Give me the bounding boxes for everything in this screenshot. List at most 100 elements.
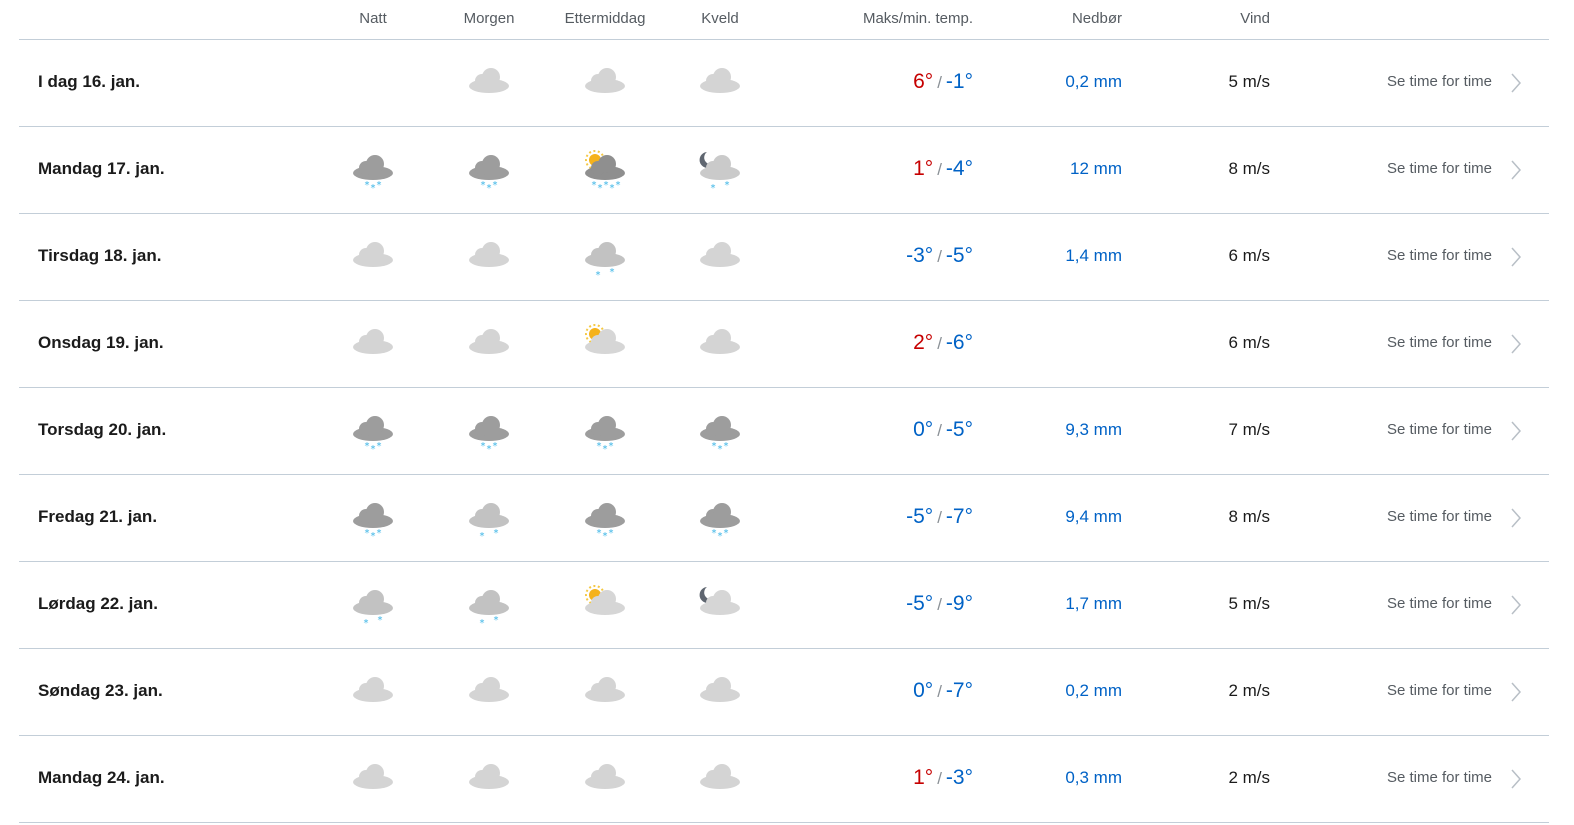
sun-cloud-icon — [585, 324, 625, 354]
header-wind: Vind — [1240, 10, 1270, 27]
svg-text:*: * — [487, 444, 492, 455]
chevron-right-icon[interactable] — [1509, 246, 1523, 268]
precipitation: 9,4 mm — [1065, 507, 1122, 526]
forecast-row[interactable]: Søndag 23. jan. 0° / -7° 0,2 mm 2 m/s Se time … — [19, 649, 1549, 736]
temperature: 1° / -3° — [913, 766, 973, 789]
wind: 8 m/s — [1228, 507, 1270, 526]
cloud-icon — [585, 68, 625, 93]
chevron-right-icon[interactable] — [1509, 72, 1523, 94]
cloud-icon — [469, 329, 509, 354]
cloud-icon — [585, 764, 625, 789]
row-date: Fredag 21. jan. — [38, 507, 158, 526]
svg-text:*: * — [493, 441, 498, 452]
sun-cloud-icon — [585, 585, 625, 615]
chevron-right-icon[interactable] — [1509, 768, 1523, 790]
precipitation: 12 mm — [1070, 159, 1122, 178]
cloud-icon — [700, 242, 740, 267]
svg-text:*: * — [493, 180, 498, 191]
light-snow-icon: * * — [353, 590, 393, 629]
precipitation: 1,7 mm — [1065, 594, 1122, 613]
max-temp: 6° — [913, 70, 934, 93]
max-temp: -5° — [906, 505, 934, 528]
forecast-row[interactable]: Fredag 21. jan. * * * * * * * * * * * -5° / -7° 9,4 mm 8… — [19, 475, 1549, 562]
svg-text:*: * — [711, 183, 716, 194]
light-snow-icon: * * — [469, 503, 509, 542]
svg-text:*: * — [378, 615, 383, 626]
header-natt: Natt — [359, 10, 387, 27]
svg-text:*: * — [365, 528, 370, 539]
cloud-icon — [353, 329, 393, 354]
wind: 7 m/s — [1228, 420, 1270, 439]
forecast-row[interactable]: Onsdag 19. jan. 2° / -6° 6 m/s Se time for ti… — [19, 301, 1549, 388]
forecast-row[interactable]: Tirsdag 18. jan. * * -3° / -5° 1,4 mm 6 m/s Se t… — [19, 214, 1549, 301]
svg-text:*: * — [597, 441, 602, 452]
cloud-icon — [353, 242, 393, 267]
cloud-icon — [700, 677, 740, 702]
forecast-row[interactable]: Mandag 24. jan. 1° / -3° 0,3 mm 2 m/s Se time … — [19, 736, 1549, 823]
forecast-row[interactable]: Mandag 17. jan. * * * * * * * * * * * * * 1° / -4° 12 mm 8… — [19, 127, 1549, 214]
chevron-right-icon[interactable] — [1509, 681, 1523, 703]
svg-text:*: * — [712, 528, 717, 539]
temperature: -5° / -9° — [906, 592, 973, 615]
hourly-link[interactable]: Se time for time — [1386, 769, 1492, 786]
forecast-row[interactable]: Torsdag 20. jan. * * * * * * * * * * * * 0° / -5° 9,3 mm… — [19, 388, 1549, 475]
forecast-row[interactable]: Lørdag 22. jan. * * * * -5° / -9° 1,7 mm 5 m/s Se … — [19, 562, 1549, 649]
svg-text:*: * — [480, 618, 485, 629]
svg-text:*: * — [371, 183, 376, 194]
hourly-link[interactable]: Se time for time — [1386, 334, 1492, 351]
svg-text:*: * — [610, 183, 615, 194]
chevron-right-icon[interactable] — [1509, 159, 1523, 181]
precipitation: 0,3 mm — [1065, 768, 1122, 787]
svg-text:*: * — [603, 531, 608, 542]
temperature: 1° / -4° — [913, 157, 973, 180]
heavy-snow-icon: * * * — [353, 155, 393, 194]
heavy-snow-icon: * * * — [585, 416, 625, 455]
header-kveld: Kveld — [701, 10, 739, 27]
forecast-row[interactable]: I dag 16. jan. 6° / -1° 0,2 mm 5 m/s Se time f… — [19, 40, 1549, 127]
chevron-right-icon[interactable] — [1509, 507, 1523, 529]
precipitation: 0,2 mm — [1065, 681, 1122, 700]
svg-text:*: * — [592, 180, 597, 191]
wind: 6 m/s — [1228, 246, 1270, 265]
hourly-link[interactable]: Se time for time — [1386, 73, 1492, 90]
temperature: 0° / -5° — [913, 418, 973, 441]
hourly-link[interactable]: Se time for time — [1386, 682, 1492, 699]
row-date: Onsdag 19. jan. — [38, 333, 164, 352]
temperature: -3° / -5° — [906, 244, 973, 267]
svg-text:*: * — [718, 531, 723, 542]
header-temp: Maks/min. temp. — [862, 10, 973, 27]
chevron-right-icon[interactable] — [1509, 594, 1523, 616]
header-morgen: Morgen — [463, 10, 515, 27]
chevron-right-icon[interactable] — [1509, 333, 1523, 355]
cloud-icon — [469, 677, 509, 702]
svg-text:*: * — [724, 528, 729, 539]
moon-cloud-light-snow-icon: * * — [699, 152, 740, 194]
heavy-snow-icon: * * * — [700, 416, 740, 455]
hourly-link[interactable]: Se time for time — [1386, 508, 1492, 525]
header-precip: Nedbør — [1071, 10, 1122, 27]
wind: 5 m/s — [1228, 594, 1270, 613]
svg-text:*: * — [616, 180, 621, 191]
hourly-link[interactable]: Se time for time — [1386, 595, 1492, 612]
svg-text:*: * — [724, 441, 729, 452]
row-date: I dag 16. jan. — [38, 72, 141, 91]
chevron-right-icon[interactable] — [1509, 420, 1523, 442]
svg-text:*: * — [610, 267, 615, 278]
svg-text:*: * — [603, 444, 608, 455]
svg-text:*: * — [597, 528, 602, 539]
svg-text:*: * — [609, 528, 614, 539]
hourly-link[interactable]: Se time for time — [1386, 247, 1492, 264]
min-temp: -4° — [945, 157, 973, 180]
hourly-link[interactable]: Se time for time — [1386, 160, 1492, 177]
min-temp: -9° — [945, 592, 973, 615]
svg-text:*: * — [377, 441, 382, 452]
min-temp: -3° — [945, 766, 973, 789]
cloud-icon — [469, 764, 509, 789]
heavy-snow-icon: * * * — [585, 503, 625, 542]
svg-text:*: * — [494, 615, 499, 626]
temperature: -5° / -7° — [906, 505, 973, 528]
svg-text:*: * — [718, 444, 723, 455]
hourly-link[interactable]: Se time for time — [1386, 421, 1492, 438]
cloud-icon — [353, 677, 393, 702]
cloud-icon — [700, 329, 740, 354]
